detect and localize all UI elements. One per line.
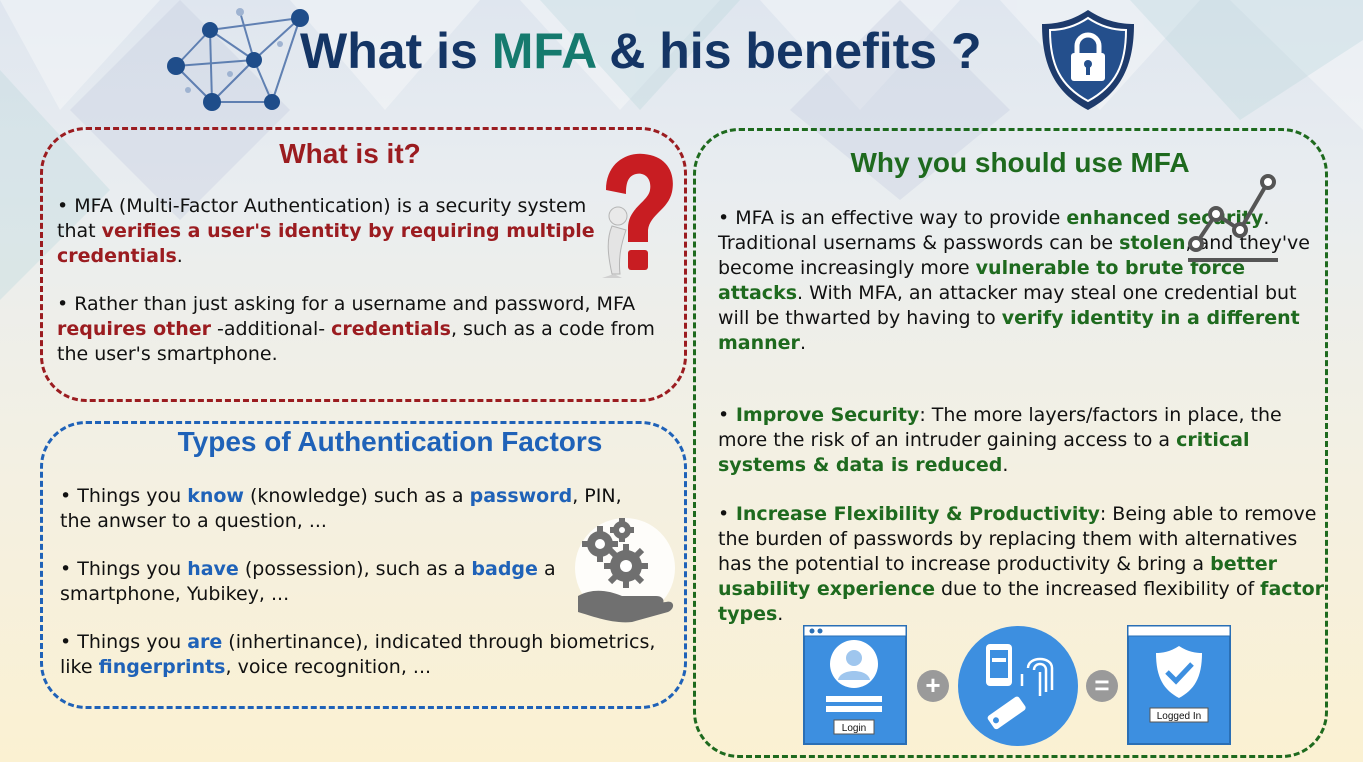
mfa-flow-diagram: Login + = Logged In — [803, 625, 1231, 746]
shield-lock-icon — [1042, 10, 1134, 110]
factor-are-item: • Things you are (inhertinance), indicat… — [60, 631, 656, 678]
factor-know-item: • Things you know (knowledge) such as a … — [60, 485, 622, 532]
login-window — [803, 625, 907, 745]
logged-in-label: Logged In — [1157, 711, 1202, 722]
what-is-it-heading: What is it? — [279, 138, 421, 169]
what-is-it-panel — [40, 127, 687, 402]
page-title: What is MFA & his benefits ? — [300, 23, 982, 79]
factors-circle — [958, 626, 1078, 746]
authentication-factors-panel — [40, 421, 687, 709]
types-heading: Types of Authentication Factors — [177, 426, 603, 457]
what-is-it-paragraph-1: • MFA (Multi-Factor Authentication) is a… — [57, 195, 595, 267]
factor-have-item: • Things you have (possession), such as … — [60, 558, 556, 605]
network-graph-icon — [167, 8, 309, 111]
line-chart-icon — [1188, 174, 1278, 262]
why-use-mfa-panel — [693, 128, 1328, 758]
why-paragraph-1: • MFA is an effective way to provide enh… — [718, 207, 1310, 354]
gears-hand-icon — [575, 518, 675, 623]
what-is-it-paragraph-2: • Rather than just asking for a username… — [57, 293, 655, 365]
equals-sign — [1086, 670, 1118, 702]
question-mark-figure-icon — [602, 153, 673, 278]
plus-symbol: + — [925, 670, 940, 700]
plus-sign — [917, 670, 949, 702]
why-heading: Why you should use MFA — [850, 147, 1190, 178]
login-label: Login — [842, 723, 866, 734]
why-paragraph-3: • Increase Flexibility & Productivity: B… — [718, 503, 1325, 625]
equals-symbol: = — [1094, 670, 1109, 700]
title-accent: MFA — [491, 23, 596, 79]
logged-in-window — [1127, 625, 1231, 745]
why-paragraph-2: • Improve Security: The more layers/fact… — [718, 404, 1282, 476]
